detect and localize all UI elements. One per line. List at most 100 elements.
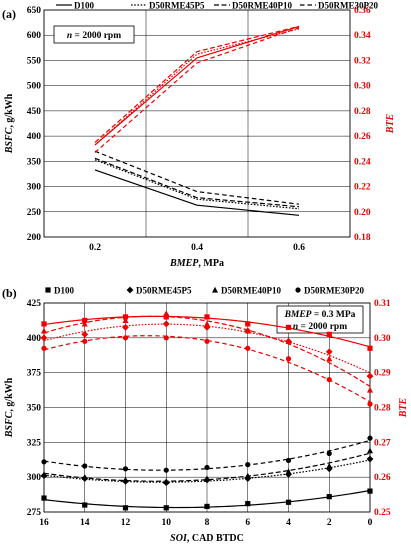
data-point: [41, 459, 47, 465]
y-tick-label-right: 0.29: [374, 369, 391, 379]
y-tick-label-right: 0.30: [354, 82, 371, 92]
data-point: [285, 470, 292, 478]
data-point: [122, 335, 129, 341]
series-line-bte: [94, 27, 300, 153]
data-point: [325, 348, 333, 356]
data-point: [82, 317, 88, 324]
y-tick-label-left: 250: [27, 208, 42, 218]
x-tick-label: 0.6: [293, 243, 305, 253]
data-point: [204, 314, 210, 320]
y-tick-label-left: 350: [27, 157, 42, 167]
series-line-bte: [94, 25, 300, 143]
annotation-text: n = 2000 rpm: [67, 31, 121, 41]
data-point: [204, 338, 210, 344]
y-tick-label-left: 300: [27, 183, 42, 193]
data-point: [245, 462, 251, 468]
data-point: [366, 455, 374, 463]
x-tick-label: 10: [162, 518, 172, 528]
y-tick-label-left: 300: [27, 473, 42, 483]
y-tick-label-right: 0.26: [374, 473, 391, 483]
annotation-text: BMEP = 0.3 MPa: [284, 310, 356, 320]
data-point: [163, 335, 169, 341]
y-tick-label-left: 400: [27, 334, 42, 344]
data-point: [122, 505, 129, 511]
legend-marker: [295, 287, 301, 293]
data-point: [81, 473, 88, 480]
y-tick-label-right: 0.24: [354, 157, 371, 167]
y-tick-label-right: 0.26: [354, 132, 371, 142]
series-line-bsfc: [94, 150, 300, 205]
trend-line: [43, 452, 371, 482]
data-point: [41, 327, 47, 334]
trend-line: [43, 315, 371, 387]
data-point: [285, 356, 292, 362]
data-point: [204, 503, 210, 510]
series-line-bsfc: [94, 169, 300, 216]
panel-b: 275 300 325 350 375 400 425 0.25 0.26 0.27 0.28 0.2…: [27, 286, 391, 529]
annotation-text: n = 2000 rpm: [293, 322, 347, 332]
x-tick-label: 2: [327, 518, 332, 528]
panel-a: 200 250 300 350 400 450 500 550 600 650 0.18 0.20 0.…: [27, 1, 379, 254]
data-point: [82, 338, 88, 344]
y-axis-label-left: BSFC, g/kWh: [4, 93, 15, 154]
trend-line: [43, 335, 371, 403]
y-tick-label-left: 650: [27, 6, 42, 16]
x-tick-label: 8: [205, 518, 210, 528]
legend-label: D50RME40P10: [232, 1, 292, 11]
data-point: [81, 320, 88, 327]
y-tick-label-left: 450: [27, 107, 42, 117]
data-point: [367, 488, 373, 494]
data-point: [245, 501, 251, 507]
y-tick-label-left: 400: [27, 132, 42, 142]
series-line-bsfc: [94, 159, 300, 210]
data-point: [122, 466, 129, 472]
data-point: [367, 386, 373, 393]
data-point: [40, 334, 48, 342]
data-point: [82, 463, 88, 469]
panel-label-b: (b): [2, 286, 17, 300]
data-point: [285, 499, 292, 505]
panel-label-a: (a): [2, 7, 16, 21]
x-tick-label: 14: [80, 518, 90, 528]
series-line-bsfc: [94, 157, 300, 208]
data-point: [204, 464, 210, 471]
data-point: [122, 323, 129, 331]
y-tick-label-left: 550: [27, 56, 42, 66]
data-point: [41, 471, 47, 477]
data-point: [244, 327, 251, 334]
x-tick-label: 12: [121, 518, 131, 528]
legend-label: D50RME30P20: [304, 286, 364, 296]
legend-marker: [45, 287, 51, 293]
y-tick-label-right: 0.31: [374, 299, 391, 309]
legend-label: D100: [54, 286, 74, 296]
legend-marker: [126, 286, 134, 294]
legend-label: D50RME30P20: [318, 1, 378, 11]
data-point: [326, 494, 332, 500]
legend-label: D50RME45P5: [136, 286, 192, 296]
y-tick-label-left: 200: [27, 233, 42, 243]
data-point: [245, 321, 251, 327]
y-axis-label-left: BSFC, g/kWh: [4, 377, 15, 438]
y-tick-label-left: 600: [27, 31, 42, 41]
data-point: [285, 338, 292, 344]
data-point: [326, 331, 332, 337]
data-point: [326, 377, 332, 383]
series-line-bte: [94, 28, 300, 146]
y-tick-label-right: 0.28: [374, 404, 391, 414]
series-line-bte: [94, 25, 300, 146]
data-point: [163, 478, 170, 484]
data-point: [163, 310, 170, 317]
y-tick-label-left: 325: [27, 438, 42, 448]
trend-line: [43, 439, 371, 471]
data-point: [163, 467, 169, 473]
data-point: [367, 345, 373, 351]
data-point: [366, 372, 374, 380]
data-point: [41, 321, 47, 327]
plot-frame: [43, 9, 351, 238]
legend-label: D50RME45P5: [149, 1, 205, 11]
data-point: [81, 330, 89, 338]
data-point: [367, 447, 373, 454]
data-point: [326, 450, 332, 457]
data-point: [82, 502, 88, 508]
